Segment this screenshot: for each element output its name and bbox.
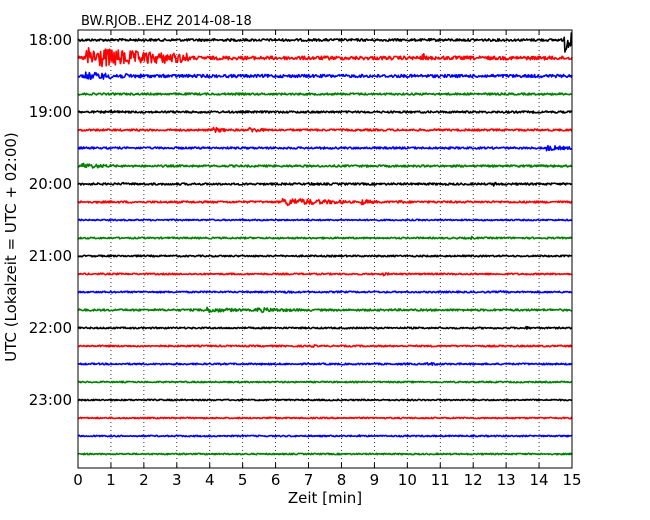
- y-tick-label: 18:00: [29, 31, 72, 49]
- y-tick-label: 20:00: [29, 175, 72, 193]
- grid-lines: [110, 30, 540, 468]
- trace-2200: [77, 325, 573, 330]
- x-tick-label: 0: [73, 471, 83, 489]
- x-tick-label: 9: [370, 471, 380, 489]
- y-axis-ticks: 18:00 19:00 20:00 21:00 22:00 23:00: [29, 31, 83, 409]
- y-tick-label: 23:00: [29, 391, 72, 409]
- trace-1845: [77, 92, 573, 96]
- trace-2300: [77, 398, 573, 402]
- plot-frame: [77, 29, 573, 469]
- x-tick-label: 5: [238, 471, 248, 489]
- y-axis-label: UTC (Lokalzeit = UTC + 02:00): [2, 132, 20, 362]
- x-tick-label: 14: [530, 471, 549, 489]
- trace-2100: [77, 254, 573, 258]
- trace-2145: [77, 306, 573, 314]
- x-axis-label: Zeit [min]: [288, 489, 362, 507]
- x-tick-label: 7: [304, 471, 314, 489]
- trace-1930: [77, 144, 573, 152]
- trace-2115: [77, 272, 573, 277]
- trace-2345: [77, 452, 573, 456]
- trace-1800: [77, 32, 573, 53]
- x-tick-label: 1: [106, 471, 116, 489]
- y-tick-label: 22:00: [29, 319, 72, 337]
- trace-2330: [77, 434, 573, 438]
- trace-2130: [77, 289, 573, 294]
- trace-2245: [77, 380, 573, 384]
- x-tick-label: 12: [464, 471, 483, 489]
- trace-1830: [77, 71, 573, 81]
- x-axis-ticks: 0 1 2 3 4 5 6 7 8 9 10 11 12 13 14 15: [73, 30, 582, 489]
- x-tick-label: 11: [431, 471, 450, 489]
- trace-2315: [77, 416, 573, 420]
- y-tick-label: 19:00: [29, 103, 72, 121]
- x-tick-label: 4: [205, 471, 215, 489]
- trace-1915: [77, 126, 573, 134]
- seismogram-traces: [77, 32, 573, 456]
- x-tick-label: 15: [562, 471, 581, 489]
- trace-2230: [77, 361, 573, 366]
- trace-1945: [77, 162, 573, 169]
- trace-1815: [77, 47, 573, 68]
- x-tick-label: 3: [172, 471, 182, 489]
- y-tick-label: 21:00: [29, 247, 72, 265]
- trace-1900: [77, 109, 573, 114]
- x-tick-label: 13: [497, 471, 516, 489]
- trace-2045: [77, 235, 573, 241]
- trace-2000: [77, 181, 573, 187]
- chart-title: BW.RJOB..EHZ 2014-08-18: [81, 14, 252, 29]
- trace-2015: [77, 197, 573, 207]
- trace-2215: [77, 344, 573, 348]
- x-tick-label: 6: [271, 471, 281, 489]
- trace-2030: [77, 218, 573, 222]
- x-tick-label: 2: [139, 471, 149, 489]
- x-tick-label: 10: [398, 471, 417, 489]
- x-tick-label: 8: [337, 471, 347, 489]
